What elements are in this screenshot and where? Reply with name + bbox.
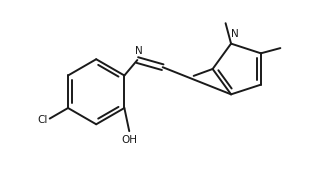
Text: N: N [135,46,142,56]
Text: N: N [231,29,239,39]
Text: Cl: Cl [38,115,48,125]
Text: OH: OH [121,135,137,145]
